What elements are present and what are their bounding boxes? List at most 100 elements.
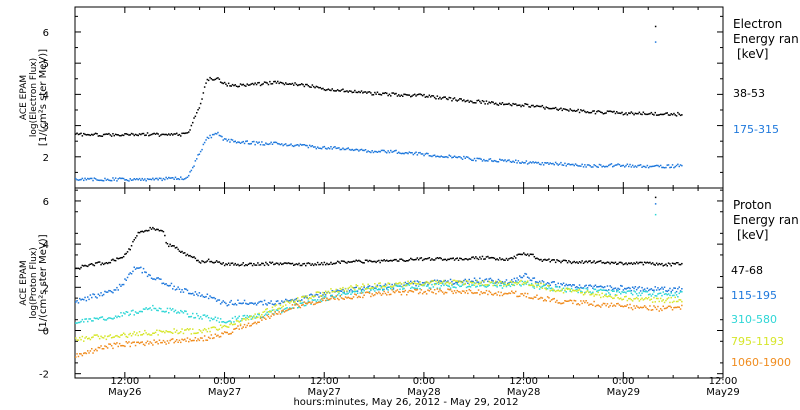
data-point: [154, 307, 157, 310]
data-point: [158, 135, 161, 137]
data-point: [254, 302, 256, 304]
data-point: [250, 324, 252, 327]
data-point: [471, 100, 473, 103]
data-point: [663, 286, 666, 288]
data-point: [129, 272, 131, 274]
data-point: [360, 286, 363, 288]
data-point: [85, 318, 88, 320]
y-tick-label: 6: [43, 197, 49, 208]
data-point: [178, 339, 181, 342]
data-point: [382, 285, 384, 288]
data-point: [156, 228, 158, 231]
data-point: [245, 302, 247, 305]
data-point: [298, 262, 300, 265]
data-point: [492, 284, 494, 287]
data-point: [128, 341, 130, 343]
data-point: [277, 309, 279, 312]
data-point: [465, 156, 468, 158]
data-point: [258, 314, 260, 316]
data-point: [471, 280, 473, 282]
data-point: [363, 289, 365, 292]
data-point: [352, 296, 355, 298]
data-point: [106, 133, 109, 135]
data-point: [444, 96, 446, 98]
data-point: [606, 285, 609, 287]
data-point: [411, 258, 413, 261]
data-point: [479, 277, 481, 280]
data-point: [180, 331, 182, 333]
data-point: [190, 293, 193, 295]
data-point: [455, 281, 457, 284]
data-point: [176, 246, 178, 249]
data-point: [362, 262, 364, 264]
data-point: [136, 235, 138, 237]
data-point: [157, 334, 159, 336]
data-point: [375, 150, 377, 153]
data-point: [471, 159, 473, 161]
data-point: [578, 304, 581, 306]
data-point: [102, 133, 105, 136]
data-point: [637, 287, 639, 289]
data-point: [453, 282, 456, 285]
data-point: [631, 286, 634, 288]
data-point: [468, 283, 470, 286]
y-tick-label: -2: [39, 370, 49, 381]
data-point: [463, 258, 465, 261]
data-point: [417, 93, 420, 96]
data-point: [406, 294, 408, 296]
data-point: [678, 306, 680, 308]
data-point: [370, 287, 372, 290]
data-point: [592, 287, 594, 289]
data-point: [138, 342, 141, 345]
data-point: [459, 257, 461, 259]
series-1060-1900: [75, 288, 683, 358]
data-point: [368, 292, 371, 294]
data-point: [657, 305, 659, 308]
data-point: [267, 302, 270, 304]
data-point: [453, 279, 456, 282]
data-point: [330, 288, 332, 290]
data-point: [302, 303, 304, 306]
data-point: [635, 261, 638, 263]
data-point: [125, 279, 127, 281]
data-point: [428, 290, 431, 292]
data-point: [667, 297, 670, 299]
data-point: [275, 309, 278, 311]
data-point: [360, 292, 363, 294]
data-point: [545, 288, 547, 291]
data-point: [562, 164, 565, 166]
data-point: [467, 280, 469, 282]
data-point: [634, 286, 637, 288]
data-point: [98, 317, 101, 319]
data-point: [576, 110, 578, 112]
data-point: [654, 306, 656, 309]
data-point: [444, 258, 446, 261]
data-point: [367, 260, 369, 263]
data-point: [221, 321, 223, 323]
data-point: [533, 277, 536, 279]
data-point: [612, 297, 614, 300]
data-point: [363, 149, 365, 152]
data-point: [166, 307, 169, 310]
data-point: [472, 292, 474, 295]
data-point: [213, 262, 215, 264]
data-point: [166, 330, 169, 333]
data-point: [643, 165, 646, 168]
data-point: [628, 290, 630, 292]
data-point: [319, 301, 322, 303]
data-point: [113, 317, 115, 319]
data-point: [229, 320, 231, 322]
data-point: [630, 262, 633, 264]
data-point: [562, 282, 565, 284]
data-point: [189, 292, 191, 295]
data-point: [521, 283, 524, 285]
data-point: [210, 334, 213, 336]
data-point: [338, 290, 340, 292]
y-axis-label: ACE EPAM: [19, 260, 29, 305]
data-point: [140, 341, 142, 344]
data-point: [160, 278, 162, 280]
data-point: [545, 300, 547, 302]
data-point: [637, 164, 639, 167]
data-point: [122, 345, 125, 347]
data-point: [642, 306, 645, 309]
